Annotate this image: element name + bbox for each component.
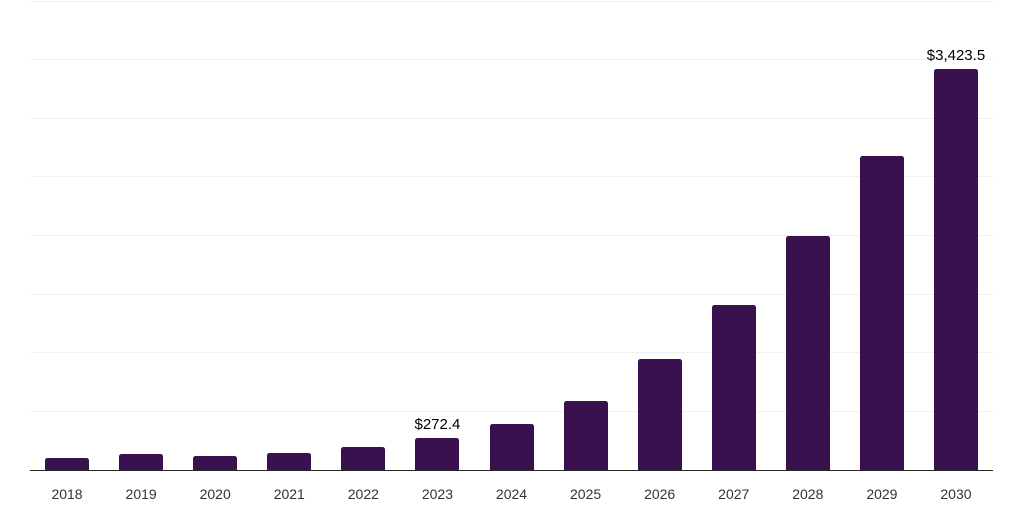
tick-label-2021: 2021 bbox=[273, 486, 305, 502]
bar-2024 bbox=[489, 424, 534, 470]
bar-column-2021 bbox=[252, 1, 326, 470]
tick-label-2020: 2020 bbox=[199, 486, 231, 502]
bar-2020 bbox=[193, 456, 238, 470]
bar-2028 bbox=[785, 235, 830, 470]
bar-series: $272.4 $3,423.5 bbox=[30, 1, 993, 470]
bar-2029 bbox=[859, 155, 904, 470]
tick-label-2030: 2030 bbox=[940, 486, 972, 502]
bar-2022 bbox=[341, 447, 386, 470]
bar-column-2023: $272.4 bbox=[400, 1, 474, 470]
x-axis-tick-labels: 2018 2019 2020 2021 2022 2023 2024 2025 2026 2027… bbox=[30, 486, 993, 502]
bar-column-2025 bbox=[549, 1, 623, 470]
data-label-2023: $272.4 bbox=[414, 416, 461, 434]
bar-2023 bbox=[415, 438, 460, 470]
bar-2030 bbox=[933, 68, 978, 470]
bar-column-2028 bbox=[771, 1, 845, 470]
bar-column-2030: $3,423.5 bbox=[919, 1, 993, 470]
tick-label-2024: 2024 bbox=[495, 486, 528, 502]
tick-label-2018: 2018 bbox=[51, 486, 83, 502]
bar-2025 bbox=[563, 400, 608, 470]
gridline-3000 bbox=[30, 117, 993, 119]
tick-label-2023: 2023 bbox=[421, 486, 453, 502]
tick-label-2022: 2022 bbox=[347, 486, 379, 502]
bar-column-2024 bbox=[474, 1, 548, 470]
bar-column-2027 bbox=[697, 1, 771, 470]
bar-column-2022 bbox=[326, 1, 400, 470]
gridline-500 bbox=[30, 410, 993, 412]
gridline-2500 bbox=[30, 176, 993, 178]
bar-column-2026 bbox=[623, 1, 697, 470]
bar-2026 bbox=[637, 359, 682, 470]
bar-column-2018 bbox=[30, 1, 104, 470]
gridline-3500 bbox=[30, 59, 993, 61]
bar-2019 bbox=[119, 453, 164, 470]
bar-2018 bbox=[45, 457, 90, 470]
bar-column-2029 bbox=[845, 1, 919, 470]
tick-label-2028: 2028 bbox=[792, 486, 824, 502]
bar-2027 bbox=[711, 305, 756, 470]
gridline-2000 bbox=[30, 235, 993, 236]
gridline-1500 bbox=[30, 293, 993, 295]
bar-column-2019 bbox=[104, 1, 178, 470]
plot-area: $272.4 $3,423.5 bbox=[30, 0, 993, 470]
gridline-1000 bbox=[30, 352, 993, 354]
tick-label-2029: 2029 bbox=[866, 486, 898, 502]
tick-label-2019: 2019 bbox=[125, 486, 157, 502]
bar-2021 bbox=[267, 452, 312, 470]
tick-label-2027: 2027 bbox=[718, 486, 750, 502]
tick-label-2025: 2025 bbox=[570, 486, 602, 502]
x-axis-line bbox=[30, 469, 993, 471]
data-label-2030: $3,423.5 bbox=[926, 46, 986, 64]
gridline-4000 bbox=[30, 0, 993, 2]
bar-column-2020 bbox=[178, 1, 252, 470]
tick-label-2026: 2026 bbox=[644, 486, 676, 502]
